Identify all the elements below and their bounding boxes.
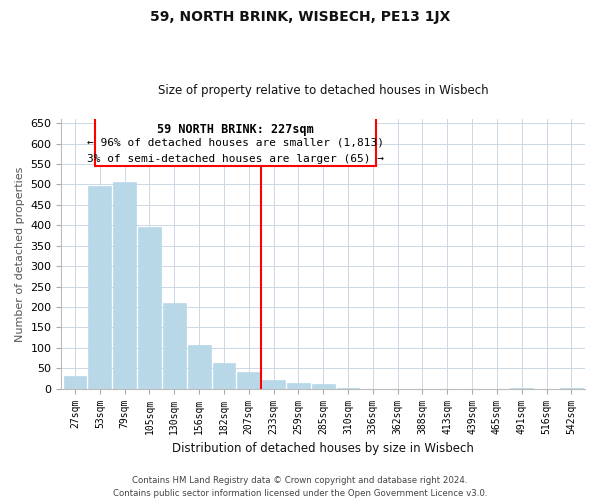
Y-axis label: Number of detached properties: Number of detached properties (15, 166, 25, 342)
Bar (64, 376, 86, 388)
Bar (88, 186, 111, 388)
Title: Size of property relative to detached houses in Wisbech: Size of property relative to detached ho… (158, 84, 488, 97)
X-axis label: Distribution of detached houses by size in Wisbech: Distribution of detached houses by size … (172, 442, 474, 455)
Bar (113, 182, 136, 388)
Bar (287, 384, 310, 388)
Bar (138, 228, 161, 388)
Bar (212, 364, 235, 388)
Text: ← 96% of detached houses are smaller (1,813): ← 96% of detached houses are smaller (1,… (87, 138, 384, 148)
Bar (238, 372, 260, 388)
Bar (188, 345, 211, 389)
Bar (262, 380, 285, 388)
Text: 59, NORTH BRINK, WISBECH, PE13 1JX: 59, NORTH BRINK, WISBECH, PE13 1JX (150, 10, 450, 24)
Bar (163, 303, 186, 388)
Bar (312, 384, 335, 388)
Text: 59 NORTH BRINK: 227sqm: 59 NORTH BRINK: 227sqm (157, 123, 314, 136)
Text: 3% of semi-detached houses are larger (65) →: 3% of semi-detached houses are larger (6… (87, 154, 384, 164)
Text: Contains HM Land Registry data © Crown copyright and database right 2024.
Contai: Contains HM Land Registry data © Crown c… (113, 476, 487, 498)
FancyBboxPatch shape (95, 115, 376, 166)
